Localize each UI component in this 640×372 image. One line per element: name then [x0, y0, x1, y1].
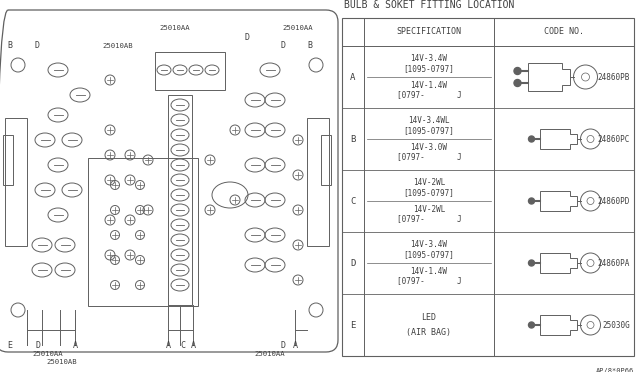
Bar — [307, 118, 329, 246]
Text: 25010AA: 25010AA — [33, 351, 63, 357]
Text: D: D — [280, 41, 285, 50]
Text: D: D — [280, 341, 285, 350]
Text: CODE NO.: CODE NO. — [544, 28, 584, 36]
Text: 25030G: 25030G — [602, 321, 630, 330]
Text: [0797-       J: [0797- J — [397, 153, 461, 161]
Text: 25010AB: 25010AB — [102, 43, 133, 49]
Bar — [155, 52, 225, 90]
Text: 14V-3.0W: 14V-3.0W — [410, 142, 447, 151]
Text: D: D — [350, 259, 356, 267]
Text: 14V-3.4W: 14V-3.4W — [410, 240, 447, 249]
Text: LED: LED — [422, 314, 436, 323]
Text: (AIR BAG): (AIR BAG) — [406, 327, 451, 337]
Text: 25010AA: 25010AA — [255, 351, 285, 357]
Text: 24860PA: 24860PA — [598, 259, 630, 267]
Text: SPECIFICATION: SPECIFICATION — [397, 28, 461, 36]
Text: [1095-0797]: [1095-0797] — [404, 64, 454, 73]
Text: [1095-0797]: [1095-0797] — [404, 188, 454, 197]
Circle shape — [529, 260, 534, 266]
Text: 14V-3.4WL: 14V-3.4WL — [408, 116, 450, 125]
Text: [0797-       J: [0797- J — [397, 276, 461, 285]
Circle shape — [529, 136, 534, 142]
Text: [1095-0797]: [1095-0797] — [404, 126, 454, 135]
Text: 25010AA: 25010AA — [160, 25, 190, 31]
Text: 14V-1.4W: 14V-1.4W — [410, 267, 447, 276]
Circle shape — [529, 198, 534, 204]
Text: 14V-3.4W: 14V-3.4W — [410, 54, 447, 63]
Text: A: A — [350, 73, 356, 81]
Text: E: E — [350, 321, 356, 330]
Text: E: E — [8, 341, 13, 350]
Text: [0797-       J: [0797- J — [397, 90, 461, 99]
Bar — [3, 135, 13, 185]
Text: C: C — [180, 341, 186, 350]
Bar — [321, 135, 331, 185]
Bar — [88, 158, 198, 306]
Text: D: D — [244, 33, 250, 42]
Text: B: B — [307, 41, 312, 50]
Text: 25010AB: 25010AB — [47, 359, 77, 365]
Bar — [342, 18, 634, 356]
Text: A: A — [166, 341, 170, 350]
Circle shape — [529, 322, 534, 328]
Bar — [5, 118, 27, 246]
Text: [1095-0797]: [1095-0797] — [404, 250, 454, 259]
Text: A: A — [191, 341, 195, 350]
Circle shape — [514, 80, 521, 87]
Text: A: A — [292, 341, 298, 350]
Circle shape — [514, 67, 521, 74]
Text: 25010AA: 25010AA — [283, 25, 314, 31]
Text: 14V-1.4W: 14V-1.4W — [410, 81, 447, 90]
Text: C: C — [350, 196, 356, 205]
Text: 24860PD: 24860PD — [598, 196, 630, 205]
Text: 24860PB: 24860PB — [598, 73, 630, 81]
Text: 24860PC: 24860PC — [598, 135, 630, 144]
Text: AP/8*0P66: AP/8*0P66 — [596, 368, 634, 372]
Text: D: D — [35, 41, 40, 50]
Text: B: B — [350, 135, 356, 144]
Text: A: A — [72, 341, 77, 350]
Text: D: D — [35, 341, 40, 350]
Text: 14V-2WL: 14V-2WL — [413, 205, 445, 214]
Text: 14V-2WL: 14V-2WL — [413, 178, 445, 187]
Text: BULB & SOKET FITTING LOCATION: BULB & SOKET FITTING LOCATION — [344, 0, 515, 10]
Text: [0797-       J: [0797- J — [397, 215, 461, 224]
Bar — [168, 95, 192, 305]
Text: B: B — [8, 41, 13, 50]
